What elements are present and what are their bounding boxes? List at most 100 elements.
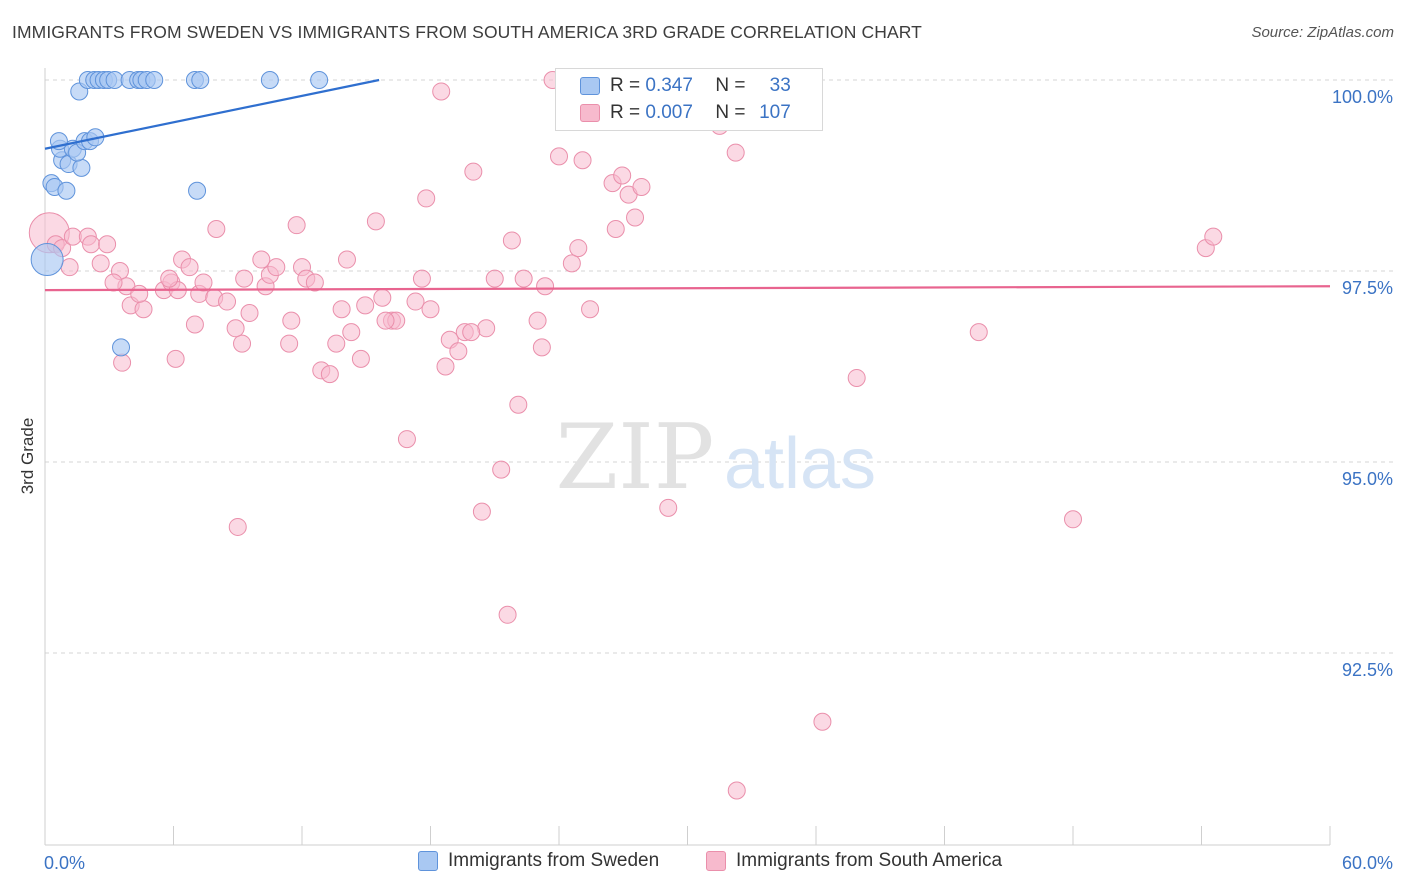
data-point-south-america bbox=[226, 319, 245, 338]
data-point-south-america bbox=[91, 254, 110, 273]
watermark-zip: ZIP bbox=[556, 405, 715, 510]
data-point-south-america bbox=[417, 189, 436, 208]
x-tick-label-left: 0.0% bbox=[44, 853, 85, 873]
data-point-south-america bbox=[166, 349, 185, 368]
legend-item-sweden[interactable]: Immigrants from Sweden bbox=[418, 850, 659, 872]
data-point-sweden bbox=[57, 181, 76, 200]
data-point-south-america bbox=[134, 300, 153, 319]
sweden-swatch bbox=[418, 851, 438, 871]
source-credit: Source: ZipAtlas.com bbox=[1251, 24, 1394, 41]
data-point-south-america bbox=[569, 239, 588, 258]
data-point-south-america bbox=[847, 368, 866, 387]
trend-line-south-america bbox=[44, 285, 1331, 292]
data-point-sweden bbox=[30, 243, 64, 277]
data-point-south-america bbox=[180, 258, 199, 277]
watermark-atlas: atlas bbox=[724, 424, 876, 504]
data-point-south-america bbox=[502, 231, 521, 250]
data-point-south-america bbox=[60, 258, 79, 277]
data-point-south-america bbox=[252, 250, 271, 269]
data-point-sweden bbox=[112, 338, 131, 357]
data-point-south-america bbox=[280, 334, 299, 353]
stats-legend: R = 0.347 N = 33 R = 0.007 N = 107 bbox=[555, 68, 823, 131]
x-tick-label-right: 60.0% bbox=[1342, 853, 1393, 873]
data-point-south-america bbox=[509, 395, 528, 414]
legend-label-south-america: Immigrants from South America bbox=[736, 850, 1003, 871]
data-point-south-america bbox=[726, 143, 745, 162]
data-point-south-america bbox=[412, 269, 431, 288]
y-tick-label: 100.0% bbox=[1332, 87, 1393, 107]
data-point-south-america bbox=[528, 311, 547, 330]
watermark: ZIP atlas bbox=[556, 405, 876, 510]
data-point-south-america bbox=[477, 319, 496, 338]
data-point-sweden bbox=[105, 71, 124, 89]
data-point-south-america bbox=[337, 250, 356, 269]
data-point-south-america bbox=[160, 269, 179, 288]
data-point-south-america bbox=[514, 269, 533, 288]
data-point-south-america bbox=[421, 300, 440, 319]
data-point-south-america bbox=[207, 219, 226, 238]
data-point-south-america bbox=[235, 269, 254, 288]
data-point-sweden bbox=[191, 71, 210, 89]
data-point-south-america bbox=[320, 365, 339, 384]
data-point-south-america bbox=[550, 147, 568, 166]
data-point-south-america bbox=[492, 460, 511, 479]
data-point-sweden bbox=[260, 71, 279, 89]
data-point-south-america bbox=[366, 212, 385, 231]
legend-r-label: R = bbox=[610, 75, 641, 96]
data-point-south-america bbox=[436, 357, 455, 376]
data-point-south-america bbox=[464, 162, 483, 181]
data-point-south-america bbox=[462, 323, 481, 342]
y-tick-label: 97.5% bbox=[1342, 278, 1393, 298]
data-point-south-america bbox=[397, 430, 416, 449]
data-point-south-america bbox=[969, 323, 988, 342]
legend-r-label: R = bbox=[610, 102, 641, 123]
legend-r-value: 0.007 bbox=[645, 102, 693, 123]
data-point-south-america bbox=[185, 315, 204, 334]
data-point-south-america bbox=[536, 277, 555, 296]
data-point-sweden bbox=[310, 71, 329, 89]
legend-n-value: 107 bbox=[759, 102, 791, 123]
legend-item-south-america[interactable]: Immigrants from South America bbox=[706, 850, 1002, 872]
data-point-south-america bbox=[613, 166, 632, 185]
y-tick-label: 92.5% bbox=[1342, 660, 1393, 680]
data-point-south-america bbox=[406, 292, 425, 311]
y-tick-labels: 92.5% 95.0% 97.5% 100.0% bbox=[1332, 87, 1393, 680]
x-tick-labels: 0.0% 60.0% bbox=[44, 853, 1393, 873]
data-point-south-america bbox=[659, 498, 678, 517]
series-south-america bbox=[28, 71, 1223, 800]
axes bbox=[44, 68, 1331, 846]
data-point-south-america bbox=[218, 292, 237, 311]
data-point-south-america bbox=[632, 177, 651, 196]
data-point-south-america bbox=[532, 338, 551, 357]
trend-lines bbox=[44, 78, 1331, 292]
data-point-south-america bbox=[305, 273, 324, 292]
data-point-south-america bbox=[342, 323, 361, 342]
data-point-south-america bbox=[472, 502, 491, 521]
bottom-legend: Immigrants from Sweden Immigrants from S… bbox=[0, 850, 1406, 878]
data-point-south-america bbox=[327, 334, 346, 353]
legend-n-value: 33 bbox=[769, 75, 791, 96]
data-point-south-america bbox=[1204, 227, 1223, 246]
data-point-south-america bbox=[194, 273, 213, 292]
grid-lines bbox=[45, 79, 1395, 654]
sweden-swatch bbox=[580, 77, 600, 95]
data-point-sweden bbox=[188, 181, 207, 200]
legend-row-south-america: R = 0.007 N = 107 bbox=[580, 100, 791, 126]
south-america-swatch bbox=[580, 104, 600, 122]
data-point-south-america bbox=[626, 208, 645, 227]
data-point-sweden bbox=[145, 71, 164, 89]
data-point-sweden bbox=[72, 158, 91, 177]
data-point-south-america bbox=[581, 300, 600, 319]
series-sweden bbox=[30, 71, 329, 357]
data-point-south-america bbox=[1064, 510, 1082, 529]
legend-r-value: 0.347 bbox=[645, 75, 693, 96]
south-america-swatch bbox=[706, 851, 726, 871]
data-point-south-america bbox=[63, 227, 82, 246]
trend-line-sweden bbox=[44, 78, 380, 150]
data-point-south-america bbox=[356, 296, 375, 315]
data-point-south-america bbox=[240, 304, 259, 323]
data-point-south-america bbox=[562, 254, 581, 273]
data-point-south-america bbox=[813, 712, 832, 731]
data-point-south-america bbox=[432, 82, 451, 101]
data-point-south-america bbox=[606, 219, 625, 238]
